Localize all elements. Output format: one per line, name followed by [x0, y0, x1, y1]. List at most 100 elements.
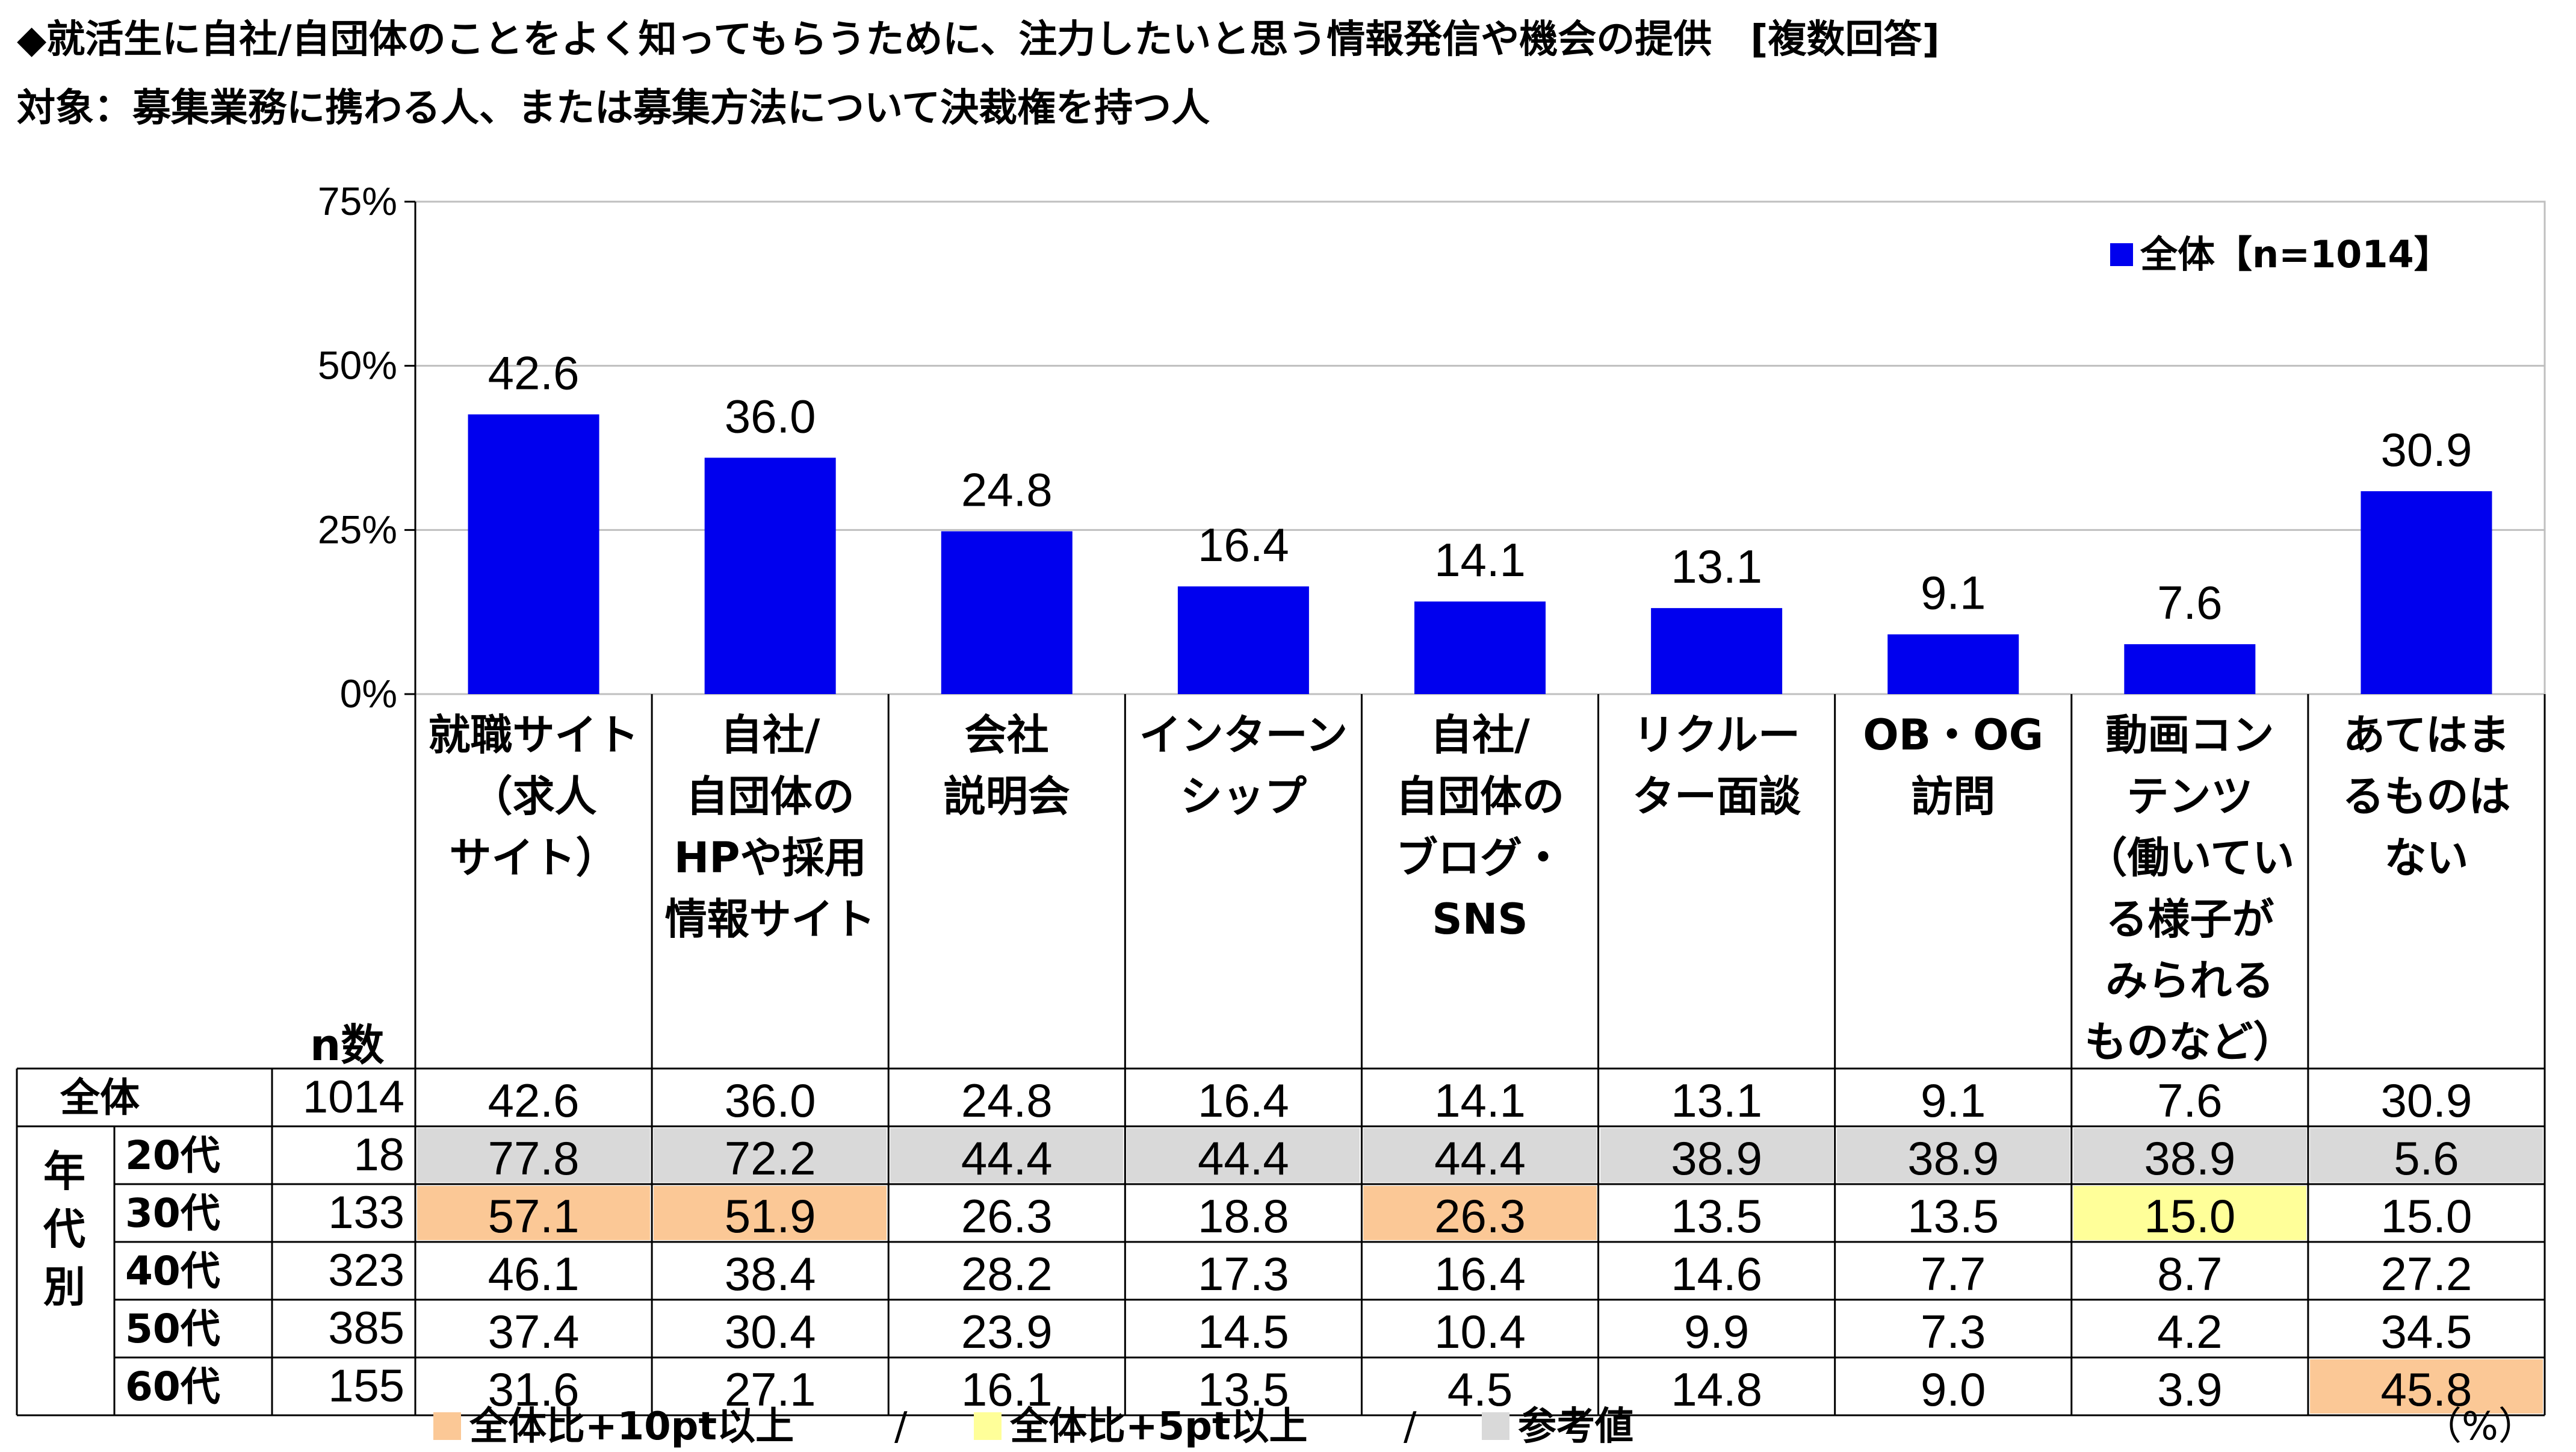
table-cell: 37.4: [488, 1305, 580, 1358]
row-label: 全体: [60, 1075, 140, 1121]
table-cell: 77.8: [488, 1132, 580, 1185]
category-label: リクルー ター面談: [1632, 710, 1801, 821]
table-cell: 31.6: [488, 1363, 580, 1416]
bar: [1887, 634, 2019, 694]
highlight-cell: [654, 1186, 887, 1240]
table-cell: 14.5: [1197, 1305, 1289, 1358]
bar-value-label: 16.4: [1198, 518, 1289, 571]
table-cell: 9.1: [1920, 1074, 1986, 1127]
highlight-cell: [1127, 1128, 1360, 1182]
highlight-cell: [2073, 1186, 2306, 1240]
bar: [704, 458, 836, 694]
highlight-cell: [2073, 1128, 2306, 1182]
table-cell: 10.4: [1434, 1305, 1526, 1358]
bar: [1177, 586, 1309, 694]
table-cell: 3.9: [2157, 1363, 2223, 1416]
table-cell: 38.4: [724, 1247, 816, 1300]
chart-title: ◆就活生に自社/自団体のことをよく知ってもらうために、注力したいと思う情報発信や…: [17, 17, 1940, 62]
category-label: 自社/ 自団体の ブログ・ SNS: [1396, 710, 1564, 944]
age-group-label: 別: [43, 1262, 85, 1312]
table-cell: 5.6: [2394, 1132, 2459, 1185]
bar-value-label: 14.1: [1434, 533, 1526, 586]
table-cell: 44.4: [1197, 1132, 1289, 1185]
table-cell: 44.4: [961, 1132, 1053, 1185]
row-label: 40代: [125, 1248, 220, 1294]
table-cell: 9.0: [1920, 1363, 1986, 1416]
bar: [2361, 491, 2492, 694]
category-label: 就職サイト （求人 サイト）: [428, 710, 639, 883]
table-cell: 27.2: [2380, 1247, 2472, 1300]
table-cell: 13.5: [1197, 1363, 1289, 1416]
table-cell: 4.2: [2157, 1305, 2223, 1358]
table-cell: 16.4: [1434, 1247, 1526, 1300]
table-cell: 36.0: [724, 1074, 816, 1127]
legend-plus5-swatch: [974, 1412, 1002, 1440]
unit-label: （%）: [2423, 1404, 2537, 1449]
category-label: あてはま るものは ない: [2342, 710, 2511, 883]
highlight-cell: [2309, 1128, 2543, 1182]
table-cell: 28.2: [961, 1247, 1053, 1300]
table-cell: 9.9: [1683, 1305, 1750, 1358]
table-cell: 16.1: [961, 1363, 1053, 1416]
highlight-cell: [1363, 1186, 1597, 1240]
category-label: 動画コン テンツ （働いてい る様子が みられる ものなど）: [2084, 710, 2296, 1067]
legend-swatch: [2110, 243, 2133, 266]
bar: [1651, 608, 1783, 694]
bar: [468, 414, 599, 694]
table-cell: 4.5: [1447, 1363, 1513, 1416]
highlight-cell: [890, 1128, 1124, 1182]
table-cell: 15.0: [2144, 1190, 2236, 1243]
row-label: 60代: [125, 1364, 220, 1410]
highlight-cell: [417, 1128, 651, 1182]
legend-plus10-label: 全体比+10pt以上: [469, 1404, 794, 1449]
table-cell: 7.6: [2157, 1074, 2223, 1127]
table-cell: 14.6: [1671, 1247, 1762, 1300]
highlight-cell: [2309, 1359, 2543, 1413]
highlight-cell: [1836, 1128, 2070, 1182]
legend-reference-swatch: [1482, 1412, 1509, 1440]
bar-value-label: 30.9: [2381, 423, 2472, 476]
table-cell: 45.8: [2380, 1363, 2472, 1416]
legend-separator-1: /: [894, 1404, 908, 1449]
bar: [941, 531, 1073, 694]
legend-reference-label: 参考値: [1518, 1404, 1633, 1449]
table-cell: 23.9: [961, 1305, 1053, 1358]
table-cell: 38.9: [2144, 1132, 2236, 1185]
table-cell: 8.7: [2157, 1247, 2223, 1300]
table-cell: 30.9: [2380, 1074, 2472, 1127]
legend-plus5-label: 全体比+5pt以上: [1010, 1404, 1308, 1449]
table-cell: 13.5: [1671, 1190, 1762, 1243]
table-cell: 13.5: [1907, 1190, 1999, 1243]
table-cell: 17.3: [1197, 1247, 1289, 1300]
table-cell: 27.1: [724, 1363, 816, 1416]
category-label: 会社 説明会: [943, 710, 1070, 821]
legend-label: 全体【n=1014】: [2140, 232, 2451, 276]
row-n-value: 133: [328, 1187, 404, 1238]
highlight-cell: [417, 1186, 651, 1240]
table-cell: 42.6: [488, 1074, 580, 1127]
y-tick-label: 75%: [318, 179, 397, 223]
table-cell: 38.9: [1907, 1132, 1999, 1185]
row-label: 20代: [125, 1132, 220, 1179]
table-cell: 34.5: [2380, 1305, 2472, 1358]
table-cell: 16.4: [1197, 1074, 1289, 1127]
table-cell: 24.8: [961, 1074, 1053, 1127]
table-cell: 7.7: [1920, 1247, 1986, 1300]
n-header: n数: [310, 1020, 385, 1070]
table-cell: 46.1: [488, 1247, 580, 1300]
bar-value-label: 36.0: [725, 389, 816, 442]
legend-plus10-swatch: [433, 1412, 461, 1440]
table-cell: 7.3: [1920, 1305, 1986, 1358]
row-n-value: 18: [353, 1129, 404, 1181]
highlight-cell: [654, 1128, 887, 1182]
table-cell: 15.0: [2380, 1190, 2472, 1243]
table-cell: 26.3: [1434, 1190, 1526, 1243]
category-label: OB・OG 訪問: [1863, 710, 2044, 821]
y-tick-label: 0%: [340, 671, 397, 716]
table-cell: 14.8: [1671, 1363, 1762, 1416]
row-n-value: 385: [328, 1303, 404, 1354]
row-n-value: 155: [328, 1360, 404, 1412]
table-cell: 51.9: [724, 1190, 816, 1243]
age-group-label: 年: [43, 1147, 85, 1196]
